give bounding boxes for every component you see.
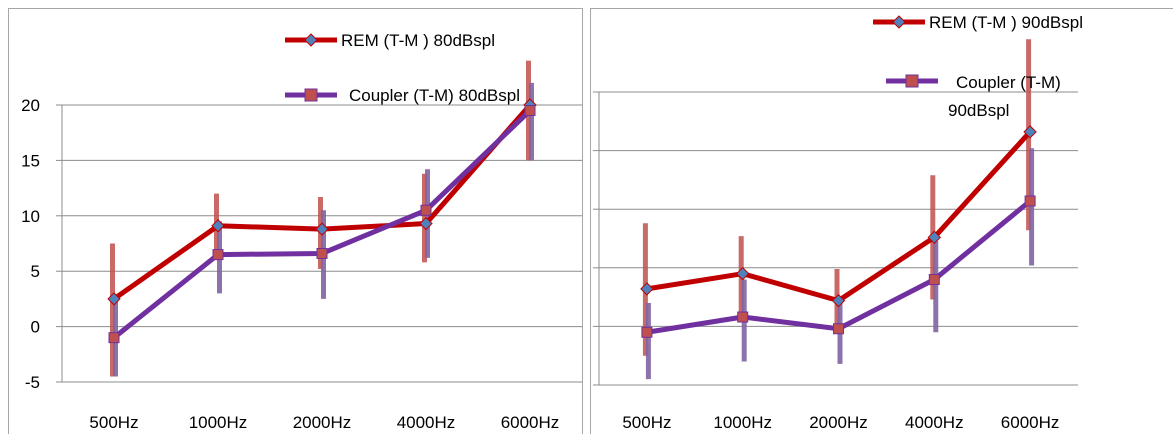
- legend-label-coupler-90: Coupler (T-M): [956, 73, 1061, 92]
- data-point-square: [420, 204, 432, 216]
- data-point-square: [928, 274, 940, 286]
- legend-label-rem-90: REM (T-M ) 90dBspl: [929, 13, 1083, 32]
- legend-item-rem-90: REM (T-M ) 90dBspl: [873, 13, 1083, 32]
- y-tick-label: 5: [31, 262, 40, 281]
- data-point-diamond: [211, 219, 225, 233]
- x-tick-label: 2000Hz: [809, 413, 868, 432]
- data-point-diamond: [107, 292, 121, 306]
- data-point-diamond: [315, 222, 329, 236]
- x-tick-label: 6000Hz: [1001, 413, 1060, 432]
- legend-diamond-marker: [892, 15, 906, 29]
- legend-right: REM (T-M ) 90dBspl Coupler (T-M) 90dBspl: [873, 13, 1083, 120]
- x-tick-label: 2000Hz: [293, 413, 352, 432]
- legend-diamond-marker: [304, 33, 318, 47]
- y-tick-label: 10: [21, 207, 40, 226]
- left-chart-frame: [8, 8, 583, 434]
- legend-item-coupler-80: Coupler (T-M) 80dBspl: [285, 86, 520, 105]
- legend-item-coupler-90: Coupler (T-M) 90dBspl: [886, 73, 1061, 120]
- legend-label-coupler-90-line2: 90dBspl: [948, 101, 1009, 120]
- legend-square-marker: [905, 74, 919, 88]
- x-tick-label: 6000Hz: [501, 413, 560, 432]
- legend-left: REM (T-M ) 80dBspl Coupler (T-M) 80dBspl: [285, 31, 520, 105]
- y-tick-label: 0: [31, 318, 40, 337]
- legend-label-rem-80: REM (T-M ) 80dBspl: [341, 31, 495, 50]
- y-tick-label: -5: [25, 373, 40, 392]
- data-point-square: [737, 311, 749, 323]
- data-point-square: [316, 247, 328, 259]
- data-point-square: [212, 249, 224, 261]
- x-tick-label: 500Hz: [622, 413, 671, 432]
- x-tick-label: 1000Hz: [189, 413, 248, 432]
- data-point-square: [833, 323, 844, 335]
- chart-80dbspl: 20 15 10 5 0 -5 500Hz 1000Hz 2000Hz 4000Hz 6000Hz: [21, 60, 582, 432]
- legend-square-marker: [304, 88, 318, 102]
- data-point-diamond: [735, 266, 750, 281]
- chart-90dbspl: 500Hz 1000Hz 2000Hz 4000Hz 6000Hz: [593, 39, 1078, 432]
- x-tick-label: 4000Hz: [397, 413, 456, 432]
- legend-label-coupler-80: Coupler (T-M) 80dBspl: [349, 86, 520, 105]
- data-point-square: [524, 105, 536, 117]
- data-point-square: [108, 332, 120, 344]
- data-point-diamond: [927, 230, 942, 245]
- x-tick-label: 4000Hz: [905, 413, 964, 432]
- data-point-diamond: [419, 216, 433, 231]
- data-point-diamond: [831, 293, 846, 308]
- data-point-square: [641, 326, 653, 338]
- right-chart-frame: [590, 8, 1173, 434]
- y-tick-label: 20: [21, 96, 40, 115]
- legend-item-rem-80: REM (T-M ) 80dBspl: [285, 31, 495, 50]
- y-tick-label: 15: [21, 151, 40, 170]
- data-point-diamond: [1023, 125, 1037, 139]
- data-point-diamond: [640, 282, 654, 296]
- x-tick-label: 1000Hz: [713, 413, 772, 432]
- data-point-square: [1024, 195, 1036, 207]
- x-tick-label: 500Hz: [89, 413, 138, 432]
